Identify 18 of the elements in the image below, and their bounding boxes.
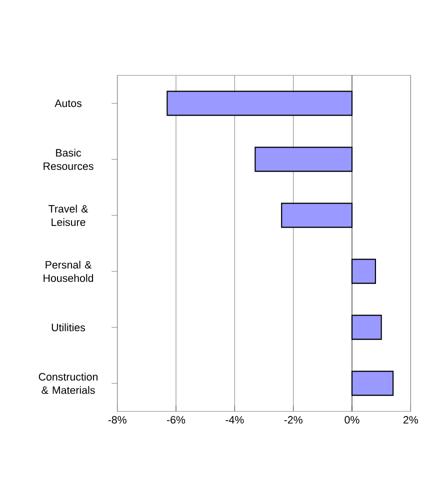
bar bbox=[351, 314, 382, 340]
y-tick-label: Construction & Materials bbox=[38, 372, 98, 394]
x-tick-label: -6% bbox=[166, 416, 186, 424]
x-tick-label: 0% bbox=[344, 416, 360, 424]
x-tick-label: -8% bbox=[108, 416, 126, 424]
bar bbox=[254, 146, 353, 172]
y-tick-label: Travel & Leisure bbox=[48, 204, 88, 226]
y-tick-label: Persnal & Household bbox=[44, 260, 94, 282]
x-tick-label: -2% bbox=[284, 416, 302, 424]
bar bbox=[281, 202, 353, 228]
y-tick-label: Utilities bbox=[52, 323, 86, 332]
x-tick-label: 2% bbox=[403, 416, 418, 424]
bar bbox=[351, 370, 394, 396]
y-tick-label: Basic Resources bbox=[44, 148, 94, 170]
bar bbox=[351, 258, 376, 284]
y-tick-label: Autos bbox=[54, 100, 82, 108]
bar bbox=[166, 90, 353, 116]
x-tick-label: -4% bbox=[226, 416, 244, 424]
